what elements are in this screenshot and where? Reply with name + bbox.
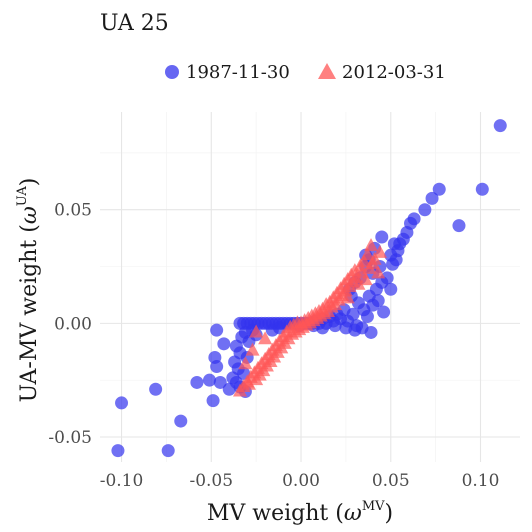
legend-label-1987-11-30: 1987-11-30 bbox=[186, 62, 290, 83]
data-point-1987-11-30 bbox=[418, 203, 432, 217]
data-point-1987-11-30 bbox=[364, 325, 378, 339]
y-axis-title-close: ) bbox=[17, 178, 42, 187]
data-point-2012-03-31 bbox=[249, 324, 264, 338]
x-tick-label: -0.05 bbox=[189, 471, 233, 491]
data-point-1987-11-30 bbox=[115, 396, 129, 410]
x-tick-label: 0.00 bbox=[282, 471, 320, 491]
data-point-1987-11-30 bbox=[265, 323, 279, 337]
data-point-1987-11-30 bbox=[475, 182, 489, 196]
data-point-1987-11-30 bbox=[222, 382, 236, 396]
data-point-2012-03-31 bbox=[358, 272, 373, 286]
x-axis-title-main: MV weight ( bbox=[207, 501, 344, 526]
data-point-2012-03-31 bbox=[258, 331, 273, 345]
data-point-2012-03-31 bbox=[365, 256, 380, 270]
x-axis-title-symbol: ω bbox=[344, 501, 362, 526]
y-tick-label: 0.00 bbox=[54, 314, 92, 334]
data-point-1987-11-30 bbox=[377, 305, 391, 319]
x-tick-label: 0.10 bbox=[462, 471, 500, 491]
data-point-1987-11-30 bbox=[149, 382, 163, 396]
data-point-2012-03-31 bbox=[371, 265, 386, 279]
data-point-1987-11-30 bbox=[190, 375, 204, 389]
data-point-1987-11-30 bbox=[208, 350, 222, 364]
data-point-1987-11-30 bbox=[375, 230, 389, 244]
data-point-1987-11-30 bbox=[217, 337, 231, 351]
data-point-1987-11-30 bbox=[202, 373, 216, 387]
data-point-2012-03-31 bbox=[373, 244, 387, 258]
y-axis-title-main: UA-MV weight ( bbox=[17, 224, 42, 402]
data-point-1987-11-30 bbox=[206, 394, 220, 408]
legend-circle-marker bbox=[165, 65, 179, 79]
y-axis-title-superscript: UA bbox=[15, 186, 30, 207]
x-tick-label: 0.05 bbox=[372, 471, 410, 491]
series-2012-03-31-points bbox=[233, 238, 387, 397]
data-point-2012-03-31 bbox=[245, 342, 260, 356]
data-point-2012-03-31 bbox=[233, 383, 247, 397]
data-point-1987-11-30 bbox=[210, 323, 224, 337]
y-tick-label: 0.05 bbox=[54, 201, 92, 221]
data-point-1987-11-30 bbox=[389, 253, 403, 267]
y-axis-title-symbol: ω bbox=[17, 206, 42, 224]
y-tick-label: -0.05 bbox=[48, 428, 92, 448]
data-point-2012-03-31 bbox=[241, 376, 256, 390]
data-point-1987-11-30 bbox=[111, 444, 125, 458]
x-axis-title: MV weight (ωMV) bbox=[207, 499, 393, 526]
series-1987-11-30-points bbox=[111, 119, 507, 458]
data-point-1987-11-30 bbox=[174, 414, 188, 428]
data-point-1987-11-30 bbox=[362, 289, 376, 303]
axis-ticks: -0.10 -0.05 0.00 0.05 0.10 -0.05 0.00 0.05 bbox=[48, 201, 499, 491]
data-point-1987-11-30 bbox=[432, 182, 446, 196]
legend: 1987-11-30 2012-03-31 bbox=[165, 62, 446, 83]
data-point-2012-03-31 bbox=[238, 356, 253, 370]
legend-label-2012-03-31: 2012-03-31 bbox=[342, 62, 446, 83]
data-point-1987-11-30 bbox=[384, 282, 398, 296]
chart-title: UA 25 bbox=[100, 11, 169, 36]
legend-triangle-marker bbox=[318, 63, 336, 79]
data-point-1987-11-30 bbox=[328, 319, 342, 333]
x-axis-title-close: ) bbox=[385, 501, 394, 526]
x-tick-label: -0.10 bbox=[100, 471, 144, 491]
x-axis-title-superscript: MV bbox=[362, 499, 385, 514]
y-axis-title: UA-MV weight (ωUA) bbox=[15, 178, 42, 403]
data-point-1987-11-30 bbox=[425, 191, 439, 205]
data-point-1987-11-30 bbox=[161, 444, 175, 458]
data-point-2012-03-31 bbox=[249, 372, 264, 386]
data-point-1987-11-30 bbox=[452, 219, 466, 233]
data-point-1987-11-30 bbox=[213, 375, 227, 389]
data-point-1987-11-30 bbox=[348, 323, 362, 337]
data-point-1987-11-30 bbox=[493, 119, 507, 133]
data-point-2012-03-31 bbox=[351, 276, 366, 290]
data-point-2012-03-31 bbox=[340, 290, 355, 304]
grid-lines bbox=[100, 112, 520, 462]
